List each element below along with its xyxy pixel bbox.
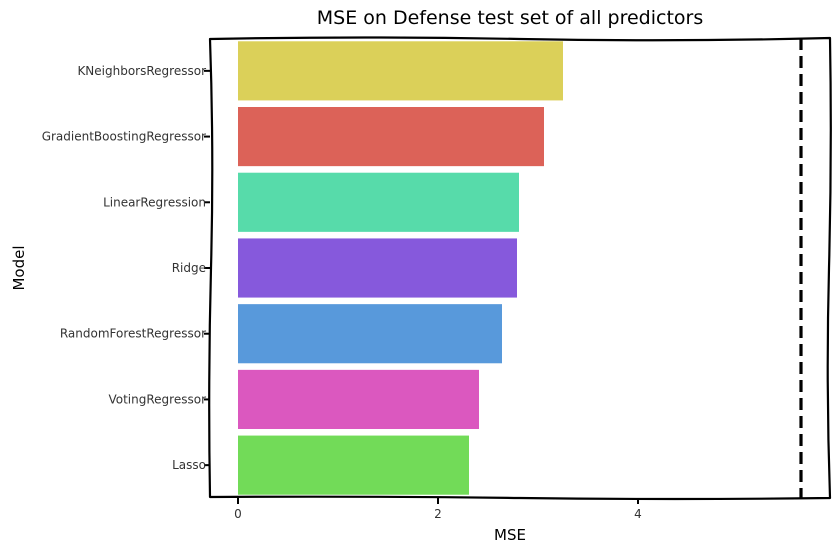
x-axis-label: MSE [494, 526, 526, 544]
bar-randomforestregressor [238, 304, 502, 364]
y-tick-label: RandomForestRegressor [60, 327, 206, 341]
bar-ridge [238, 238, 517, 298]
y-tick-label: LinearRegression [103, 195, 206, 209]
bar-votingregressor [238, 369, 479, 429]
y-tick-label: KNeighborsRegressor [77, 64, 206, 78]
x-tick-label: 0 [234, 507, 242, 521]
y-tick-label: GradientBoostingRegressor [42, 130, 206, 144]
x-tick-label: 2 [434, 507, 442, 521]
bar-gradientboostingregressor [238, 107, 544, 167]
plot-area: KNeighborsRegressor GradientBoostingRegre… [42, 36, 832, 521]
bar-linearregression [238, 172, 519, 232]
y-tick-label: Ridge [172, 261, 206, 275]
y-tick-label: VotingRegressor [108, 392, 206, 406]
x-tick-label: 4 [634, 507, 642, 521]
chart-title: MSE on Defense test set of all predictor… [317, 7, 704, 29]
y-axis-label: Model [10, 245, 28, 290]
bar-kneighborsregressor [238, 41, 563, 101]
bar-lasso [238, 435, 469, 495]
plot-frame [208, 36, 832, 501]
y-tick-label: Lasso [172, 458, 206, 472]
